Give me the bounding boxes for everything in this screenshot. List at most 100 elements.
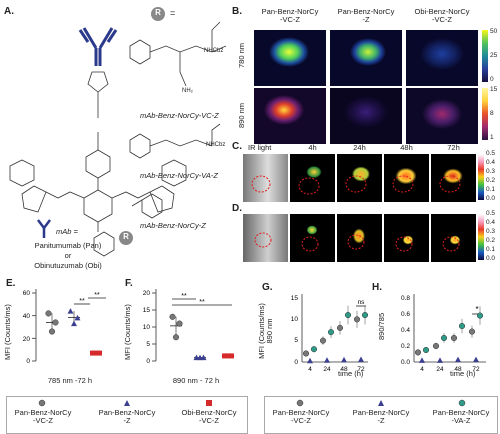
h-sig-label: * bbox=[475, 305, 478, 314]
d-cb-tick-3: 0.2 bbox=[486, 237, 496, 244]
equals-sign: = bbox=[170, 8, 176, 18]
g-point-1-3 bbox=[358, 356, 364, 362]
g-ns-label: ns bbox=[358, 299, 366, 306]
b-image-obi-vcz-780 bbox=[406, 30, 478, 86]
antibody-pan-label: Panitumumab (Pan) bbox=[34, 241, 102, 250]
c-photo bbox=[243, 154, 288, 202]
legend1-marker-obi bbox=[206, 400, 212, 406]
h-chart: 0.8 0.6 0.4 0.2 0.0 4 24 48 72 * bbox=[401, 294, 486, 373]
e-ytick-60: 60 bbox=[23, 290, 31, 297]
f-chart: 20 15 10 5 0 ** ** bbox=[143, 289, 234, 365]
e-point-1-2 bbox=[74, 314, 81, 321]
panel-label-c: C. bbox=[232, 141, 242, 152]
nh2-label: NH₂ bbox=[182, 88, 193, 94]
d-photo bbox=[243, 214, 288, 262]
nhcbz-label: NHCbz bbox=[204, 48, 224, 54]
h-xtick-72: 72 bbox=[472, 366, 480, 373]
legend2-marker-vcz bbox=[296, 399, 304, 407]
mab-small-icon bbox=[37, 219, 51, 238]
g-point-2-2 bbox=[344, 312, 352, 319]
e-point-1-0 bbox=[67, 308, 74, 314]
label-vaz: mAb-Benz-NorCy-VA-Z bbox=[140, 171, 218, 180]
b-cb2-tick-0: 15 bbox=[490, 86, 498, 93]
left-heterocycle bbox=[21, 185, 47, 213]
g-point-0-3 bbox=[353, 316, 361, 323]
b-image-pan-z-780 bbox=[330, 30, 402, 86]
h-xtick-48: 48 bbox=[454, 366, 462, 373]
legend1-marker-vcz bbox=[38, 399, 46, 407]
h-ytick-04: 0.4 bbox=[401, 327, 410, 334]
c-time-24h: 24h bbox=[353, 143, 366, 152]
g-xtick-48: 48 bbox=[340, 366, 348, 373]
e-ytick-40: 40 bbox=[23, 313, 31, 320]
f-point-2-1 bbox=[225, 353, 231, 359]
b-cb1-tick-2: 0 bbox=[490, 76, 494, 83]
legend-g-h: Pan-Benz-NorCy -VC-Z Pan-Benz-NorCy -Z P… bbox=[264, 396, 498, 434]
g-ylabel: MFI (Counts/ms) 890 nm bbox=[257, 303, 275, 359]
h-ytick-00: 0.0 bbox=[401, 359, 410, 366]
e-point-0-1 bbox=[48, 328, 56, 335]
h-xtick-4: 4 bbox=[420, 366, 424, 373]
c-cb-tick-1: 0.4 bbox=[486, 159, 496, 166]
b-image-pan-vcz-780 bbox=[254, 30, 326, 86]
f-sig-1: ** bbox=[181, 293, 187, 300]
h-point-2-3 bbox=[476, 312, 484, 319]
c-colorbar bbox=[478, 154, 484, 200]
e-ytick-20: 20 bbox=[23, 336, 31, 343]
h-ytick-08: 0.8 bbox=[401, 295, 410, 302]
panel-label-g: G. bbox=[262, 282, 273, 293]
g-point-1-1 bbox=[324, 357, 330, 363]
g-point-1-0 bbox=[307, 357, 313, 364]
h-xtick-24: 24 bbox=[436, 366, 444, 373]
core-ring bbox=[83, 189, 113, 223]
e-xlabel: 785 nm -72 h bbox=[47, 376, 93, 385]
d-roi-circles bbox=[254, 232, 460, 252]
legend-e-f: Pan-Benz-NorCy -VC-Z Pan-Benz-NorCy -Z O… bbox=[6, 396, 248, 434]
b-colorbar-780 bbox=[482, 30, 488, 82]
legend1-marker-z bbox=[124, 400, 130, 406]
b-col-2-title: Pan-Benz-NorCy -Z bbox=[337, 7, 395, 25]
b-col-3-title: Obi-Benz-NorCy -VC-Z bbox=[414, 7, 470, 25]
g-ytick-5: 5 bbox=[294, 337, 298, 344]
panel-label-h: H. bbox=[372, 282, 382, 293]
legend1-item-0: Pan-Benz-NorCy -VC-Z bbox=[14, 408, 72, 426]
f-xlabel: 890 nm - 72 h bbox=[172, 376, 220, 385]
legend2-marker-z bbox=[378, 400, 384, 406]
e-point-0-0 bbox=[45, 310, 52, 317]
f-point-1-2 bbox=[200, 354, 207, 361]
f-ytick-15: 15 bbox=[143, 307, 151, 314]
b-row-1-label: 780 nm bbox=[237, 42, 246, 68]
f-point-2-2 bbox=[229, 353, 234, 359]
c-ir-light-label: IR light bbox=[248, 143, 272, 152]
c-cb-tick-3: 0.2 bbox=[486, 177, 496, 184]
h-point-0-0 bbox=[414, 349, 422, 356]
b-col-1-title: Pan-Benz-NorCy -VC-Z bbox=[261, 7, 319, 25]
h-ylabel: 890/785 bbox=[377, 312, 386, 340]
e-point-2-2 bbox=[97, 350, 102, 356]
f-point-0-2 bbox=[176, 320, 183, 327]
f-ytick-10: 10 bbox=[143, 324, 151, 331]
b-image-obi-vcz-890 bbox=[406, 88, 478, 144]
e-point-1-1 bbox=[71, 320, 77, 327]
b-cb1-tick-0: 50 bbox=[490, 28, 498, 35]
c-image-72h bbox=[431, 154, 476, 202]
b-cb1-tick-1: 25 bbox=[490, 52, 498, 59]
e-sig-1: ** bbox=[79, 298, 85, 305]
label-vcz: mAb-Benz-NorCy-VC-Z bbox=[140, 111, 219, 120]
b-image-pan-z-890 bbox=[330, 88, 402, 144]
g-xtick-72: 72 bbox=[357, 366, 365, 373]
g-xtick-24: 24 bbox=[323, 366, 331, 373]
e-sig-2: ** bbox=[94, 292, 100, 299]
h-point-2-1 bbox=[440, 334, 448, 342]
c-image-24h bbox=[337, 154, 382, 202]
g-point-0-1 bbox=[319, 337, 327, 344]
g-point-2-0 bbox=[310, 346, 318, 353]
e-ytick-0: 0 bbox=[26, 358, 30, 365]
f-ytick-20: 20 bbox=[143, 290, 151, 297]
d-cb-tick-5: 0.0 bbox=[486, 255, 496, 262]
g-point-2-1 bbox=[327, 329, 335, 336]
d-cb-tick-1: 0.4 bbox=[486, 219, 496, 226]
h-point-1-0 bbox=[419, 357, 425, 363]
c-cb-tick-0: 0.5 bbox=[486, 150, 496, 157]
panel-label-b: B. bbox=[232, 6, 242, 17]
